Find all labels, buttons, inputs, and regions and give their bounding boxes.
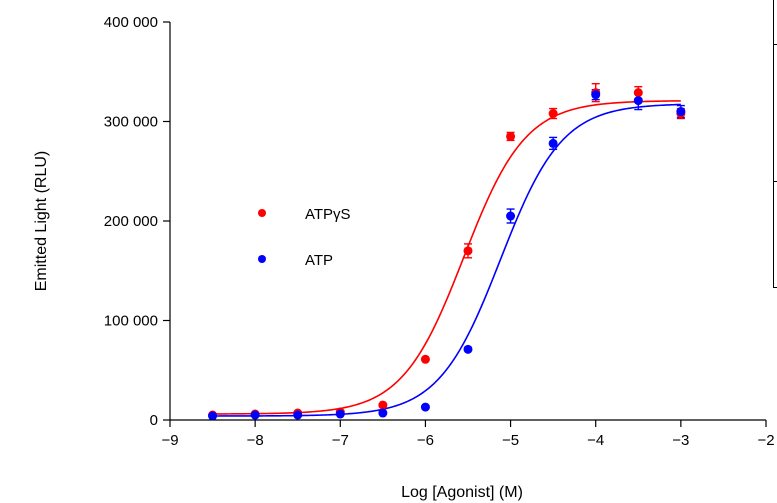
legend-label-atp: ATP [305,252,333,269]
x-tick-label: −2 [757,432,774,449]
table-border-bottom [773,287,777,288]
data-point-series-1 [463,344,473,354]
table-row-divider [773,44,777,45]
data-point-series-1 [293,410,303,420]
axes: 0 100 000 200 000 300 000 400 000 −9 −8 −7 −6 −5… [104,14,775,449]
data-point-series-1 [335,409,345,419]
x-tick-label: −4 [587,432,604,449]
x-tick-label: −5 [502,432,519,449]
data-point-series-0 [420,354,430,364]
legend-label-atpgs: ATPγS [305,206,351,223]
legend-marker-atp [258,255,266,263]
data-point-series-1 [208,411,218,421]
y-axis-title: Emitted Light (RLU) [33,151,50,292]
data-point-series-0 [463,246,473,256]
x-tick-label: −7 [332,432,349,449]
x-axis-title: Log [Agonist] (M) [401,484,523,501]
data-point-series-1 [420,402,430,412]
data-points [208,88,686,421]
y-tick-label: 0 [150,412,158,429]
fit-curve-series-0 [212,100,681,415]
y-tick-label: 100 000 [104,313,158,330]
y-tick-label: 200 000 [104,213,158,230]
data-point-series-0 [633,88,643,98]
x-tick-label: −3 [672,432,689,449]
fit-curves [212,100,681,417]
legend: ATPγS ATP [258,206,351,269]
fit-curve-series-1 [212,103,681,417]
table-row-divider [773,181,777,182]
data-point-series-1 [591,90,601,100]
data-point-series-0 [548,109,558,119]
x-tick-label: −9 [161,432,178,449]
data-point-series-1 [548,138,558,148]
data-point-series-1 [676,107,686,117]
x-tick-label: −6 [417,432,434,449]
y-axis-ticks: 0 100 000 200 000 300 000 400 000 [104,14,170,429]
data-point-series-1 [378,408,388,418]
y-tick-label: 300 000 [104,114,158,131]
table-border-left [773,0,774,288]
data-point-series-1 [506,211,516,221]
legend-marker-atpgs [258,209,266,217]
y-tick-label: 400 000 [104,14,158,31]
data-point-series-1 [633,96,643,106]
data-point-series-1 [250,410,260,420]
x-tick-label: −8 [247,432,264,449]
data-point-series-0 [506,131,516,141]
data-point-series-0 [378,400,388,410]
x-axis-ticks: −9 −8 −7 −6 −5 −4 −3 −2 [161,420,775,449]
